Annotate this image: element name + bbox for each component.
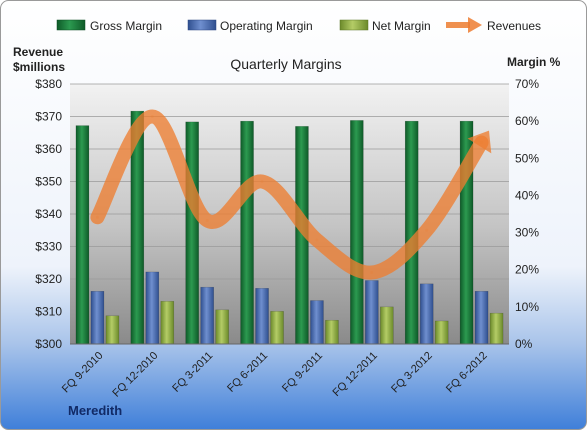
right-tick-label: 10%	[515, 300, 539, 314]
legend-item-revenues: Revenues	[446, 17, 541, 33]
left-tick-label: $310	[35, 305, 62, 319]
revenue-point	[260, 180, 264, 183]
left-tick-label: $370	[35, 110, 62, 124]
legend-item-gross-margin: Gross Margin	[56, 19, 162, 33]
left-tick-label: $340	[35, 207, 62, 221]
right-tick-label: 30%	[515, 226, 539, 240]
legend-label-revenues: Revenues	[487, 19, 541, 33]
right-tick-label: 70%	[515, 77, 539, 91]
operating-margin-bar	[145, 271, 160, 345]
company-name: Meredith	[68, 403, 122, 418]
operating-margin-bar	[474, 291, 489, 345]
legend-item-operating-margin: Operating Margin	[187, 19, 313, 33]
net-margin-bar	[380, 306, 394, 345]
right-tick-label: 40%	[515, 188, 539, 202]
left-tick-label: $380	[35, 77, 62, 91]
gross-margin-bar	[240, 120, 254, 345]
left-tick-label: $300	[35, 337, 62, 351]
net-margin-bar	[434, 320, 449, 345]
operating-margin-bar	[90, 291, 105, 345]
net-margin-bar	[105, 315, 120, 345]
revenue-point	[370, 271, 374, 274]
left-tick-label: $350	[35, 175, 62, 189]
gross-margin-bar	[75, 125, 90, 345]
legend-item-net-margin: Net Margin	[339, 19, 431, 33]
legend-label-gross-margin: Gross Margin	[90, 19, 162, 33]
gross-margin-bar	[350, 120, 364, 345]
operating-margin-bar	[365, 280, 379, 345]
left-tick-label: $330	[35, 240, 62, 254]
revenue-series	[90, 109, 492, 280]
revenue-point	[315, 238, 319, 242]
net-margin-bar	[325, 319, 339, 345]
revenue-arrow-head	[467, 130, 492, 154]
right-tick-label: 50%	[515, 151, 539, 165]
operating-margin-bar	[419, 283, 434, 345]
right-tick-label: 20%	[515, 263, 539, 277]
left-tick-label: $320	[35, 272, 62, 286]
legend: Gross Margin Operating Margin Net Margin…	[56, 17, 541, 33]
left-axis-title-line2: $millions	[13, 60, 65, 74]
net-margin-bar	[489, 312, 504, 345]
legend-label-net-margin: Net Margin	[372, 19, 431, 33]
revenue-point	[480, 141, 484, 144]
legend-label-operating-margin: Operating Margin	[220, 19, 313, 33]
gross-margin-bar	[185, 121, 199, 345]
chart-title: Quarterly Margins	[230, 56, 341, 72]
revenue-point	[425, 228, 429, 232]
operating-margin-bar	[310, 300, 324, 345]
right-tick-label: 0%	[515, 337, 533, 351]
revenues-swatch-arrow	[468, 17, 482, 33]
operating-margin-swatch	[187, 19, 217, 31]
revenue-point	[150, 115, 154, 118]
net-margin-bar	[215, 309, 229, 345]
net-margin-swatch	[339, 19, 369, 31]
net-margin-bar	[270, 311, 284, 345]
right-axis-title: Margin %	[507, 55, 561, 69]
left-axis-title-line1: Revenue	[13, 45, 63, 59]
left-tick-label: $360	[35, 142, 62, 156]
net-margin-bar	[160, 301, 175, 345]
gross-margin-swatch	[56, 19, 86, 31]
operating-margin-bar	[255, 288, 269, 345]
right-tick-label: 60%	[515, 114, 539, 128]
revenue-point	[95, 215, 99, 219]
revenue-line	[90, 109, 489, 280]
revenue-point	[205, 219, 209, 222]
operating-margin-bar	[200, 286, 214, 345]
